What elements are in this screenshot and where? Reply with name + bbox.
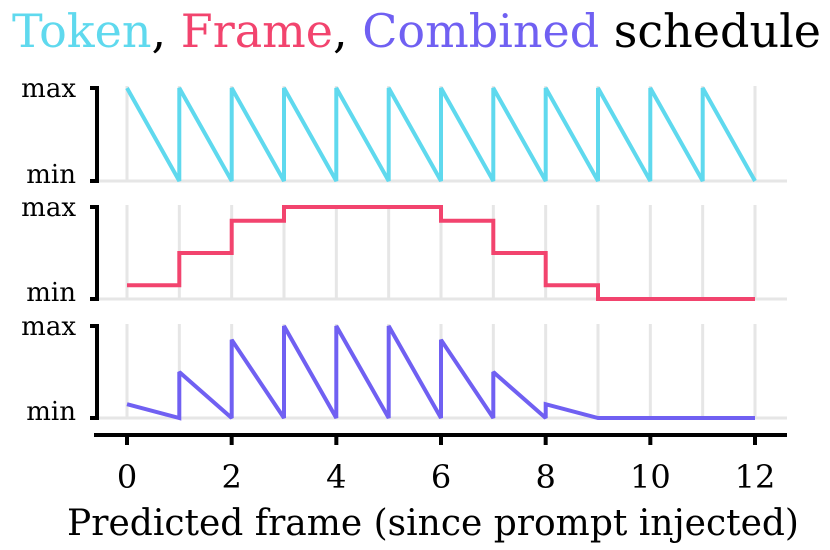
x-tick-label: 8 (535, 458, 555, 496)
y-tick-label-min: min (26, 160, 76, 190)
panel-token: max min (21, 74, 787, 190)
y-axis (90, 86, 99, 183)
y-tick-label-min: min (26, 278, 76, 308)
title-schedule: schedule (599, 4, 821, 58)
title-frame: Frame (181, 4, 333, 58)
panel-frame: max min (21, 193, 787, 308)
x-tick-label: 4 (326, 458, 346, 496)
y-tick-label-max: max (21, 74, 76, 104)
title-combined: Combined (362, 4, 599, 58)
y-tick-label-max: max (21, 312, 76, 342)
series-line-token (125, 87, 757, 182)
x-tick-label: 0 (117, 458, 137, 496)
title-sep-1: , (152, 4, 181, 58)
x-axis-label: Predicted frame (since prompt injected) (67, 503, 799, 544)
x-axis: 0 2 4 6 8 10 12 (94, 433, 787, 496)
series-line-combined (126, 325, 755, 421)
y-axis (90, 324, 99, 420)
y-tick-label-max: max (21, 193, 76, 223)
x-tick-label: 6 (431, 458, 451, 496)
title-sep-2: , (333, 4, 362, 58)
x-tick-label: 12 (735, 458, 776, 496)
panel-combined: max min (21, 312, 787, 427)
y-axis (90, 205, 99, 301)
x-tick-label: 10 (630, 458, 671, 496)
series-line-frame (127, 205, 755, 301)
y-tick-label-min: min (26, 397, 76, 427)
x-tick-label: 2 (221, 458, 241, 496)
chart-title: Token, Frame, Combined schedule (12, 4, 821, 58)
title-token: Token (12, 4, 152, 58)
